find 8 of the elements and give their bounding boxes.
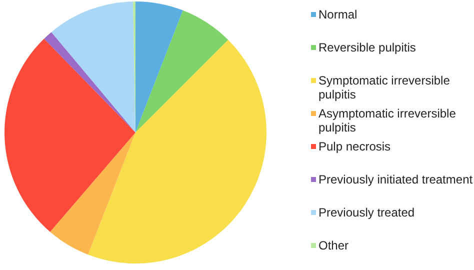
legend-label: Asymptomatic irreversible pulpitis — [318, 106, 456, 134]
legend-label: Normal — [318, 8, 358, 22]
legend-label: Previously initiated treatment — [318, 172, 474, 186]
legend-label: Symptomatic irreversible pulpitis — [318, 74, 450, 102]
legend-label: Reversible pulpitis — [318, 40, 416, 54]
legend-label: Pulp necrosis — [318, 140, 391, 154]
legend-label: Previously treated — [318, 206, 415, 220]
legend-label: Other — [318, 238, 349, 252]
